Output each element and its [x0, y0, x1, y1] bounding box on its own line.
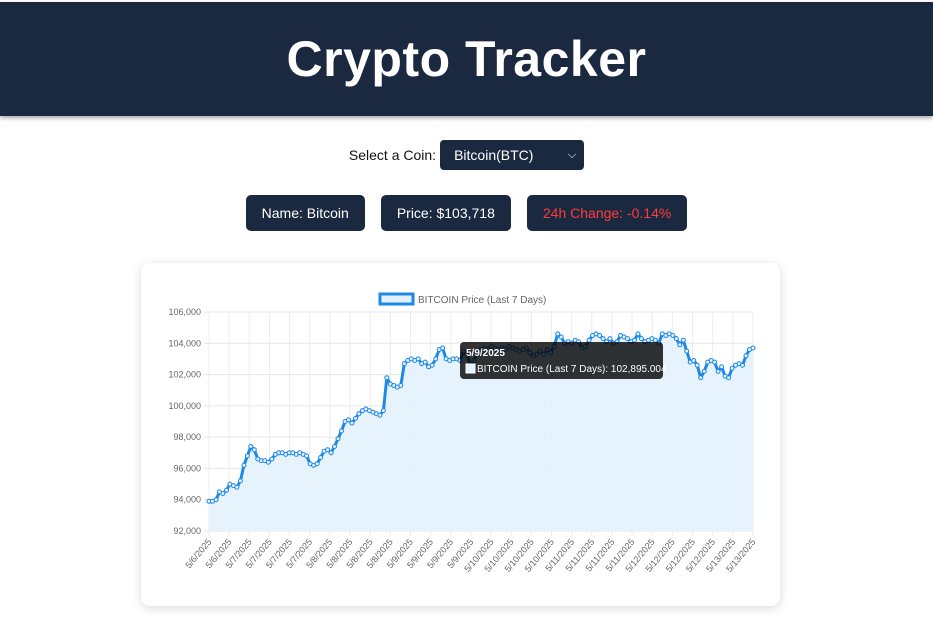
data-point[interactable]	[346, 417, 351, 423]
chart-legend[interactable]: BITCOIN Price (Last 7 Days)	[378, 292, 546, 306]
data-point[interactable]	[698, 375, 704, 381]
data-point[interactable]	[638, 336, 644, 342]
data-point[interactable]	[318, 455, 324, 460]
data-point[interactable]	[353, 415, 358, 421]
data-point[interactable]	[328, 450, 334, 456]
data-point[interactable]	[750, 345, 756, 351]
tooltip-bg	[460, 342, 663, 379]
data-point[interactable]	[740, 362, 745, 368]
data-point[interactable]	[265, 459, 271, 465]
data-point[interactable]	[248, 444, 254, 449]
data-point[interactable]	[635, 331, 641, 337]
name-stat: Name: Bitcoin	[245, 195, 365, 231]
data-point[interactable]	[377, 412, 383, 418]
top-strip	[0, 0, 933, 2]
app-header: Crypto Tracker	[0, 2, 933, 116]
data-point[interactable]	[715, 368, 721, 374]
data-point[interactable]	[339, 428, 344, 434]
data-point[interactable]	[356, 411, 362, 417]
data-point[interactable]	[701, 368, 707, 374]
data-point[interactable]	[677, 342, 683, 348]
data-point[interactable]	[652, 337, 658, 343]
data-point[interactable]	[743, 353, 749, 359]
legend-label: BITCOIN Price (Last 7 Days)	[418, 295, 546, 306]
y-tick-label: 100,000	[168, 401, 201, 411]
data-point[interactable]	[422, 359, 428, 365]
tooltip-title: 5/9/2025	[466, 348, 505, 359]
data-point[interactable]	[433, 356, 439, 362]
name-stat-text: Name: Bitcoin	[261, 205, 349, 221]
y-tick-label: 96,000	[173, 463, 201, 473]
y-tick-label: 92,000	[173, 526, 201, 536]
data-point[interactable]	[415, 356, 421, 362]
data-point[interactable]	[670, 333, 676, 338]
data-point[interactable]	[269, 456, 275, 462]
data-point[interactable]	[241, 462, 247, 468]
y-tick-label: 94,000	[173, 495, 201, 505]
data-point[interactable]	[213, 497, 219, 503]
data-point[interactable]	[712, 359, 718, 365]
data-point[interactable]	[726, 375, 732, 381]
stats-row: Name: Bitcoin Price: $103,718 24h Change…	[0, 195, 933, 231]
data-point[interactable]	[586, 337, 592, 343]
data-point[interactable]	[223, 487, 229, 493]
chevron-down-icon: ⌵	[567, 148, 577, 161]
data-point[interactable]	[314, 461, 320, 467]
data-point[interactable]	[597, 333, 603, 338]
y-axis: 92,000 94,000 96,000 98,000 100,000 102,000 10…	[168, 307, 201, 536]
data-point[interactable]	[332, 444, 337, 449]
x-axis: 5/6/20255/6/20255/7/20255/7/20255/7/2025…	[183, 537, 757, 574]
data-point[interactable]	[684, 348, 690, 354]
data-point[interactable]	[607, 336, 613, 342]
data-point[interactable]	[398, 383, 404, 388]
change-stat: 24h Change: -0.14%	[526, 195, 688, 231]
y-tick-label: 104,000	[168, 338, 201, 348]
price-chart: BITCOIN Price (Last 7 Days) 92,000 94,000…	[168, 292, 758, 574]
data-point[interactable]	[440, 345, 446, 351]
data-point[interactable]	[220, 491, 226, 496]
data-point[interactable]	[429, 362, 435, 368]
legend-swatch	[378, 292, 415, 306]
tooltip-swatch	[465, 363, 476, 374]
tooltip-body: BITCOIN Price (Last 7 Days): 102,895.004	[477, 364, 667, 375]
change-stat-text: 24h Change: -0.14%	[542, 205, 672, 221]
data-point[interactable]	[694, 362, 700, 368]
data-point[interactable]	[691, 358, 697, 363]
coin-select-label: Select a Coin:	[348, 147, 437, 163]
data-point[interactable]	[234, 484, 240, 490]
data-point[interactable]	[625, 336, 630, 342]
data-point[interactable]	[237, 478, 243, 484]
y-tick-label: 98,000	[173, 432, 201, 442]
data-point[interactable]	[729, 365, 735, 371]
data-point[interactable]	[680, 337, 686, 343]
data-point[interactable]	[325, 447, 331, 453]
y-tick-label: 102,000	[168, 370, 201, 380]
data-point[interactable]	[349, 420, 355, 426]
data-point[interactable]	[719, 364, 725, 370]
data-point[interactable]	[401, 361, 407, 367]
price-area	[209, 333, 753, 531]
data-point[interactable]	[600, 336, 606, 342]
y-tick-label: 106,000	[168, 307, 201, 317]
data-point[interactable]	[335, 436, 341, 442]
app-title: Crypto Tracker	[286, 31, 647, 87]
coin-selector: Select a Coin: Bitcoin(BTC) ⌵	[0, 140, 933, 170]
data-point[interactable]	[380, 408, 386, 414]
data-point[interactable]	[555, 331, 561, 337]
chart-card: BITCOIN Price (Last 7 Days) 92,000 94,000…	[141, 263, 780, 606]
chart-tooltip: 5/9/2025 BITCOIN Price (Last 7 Days): 10…	[460, 342, 667, 379]
price-stat-text: Price: $103,718	[396, 205, 495, 221]
coin-select-value: Bitcoin(BTC)	[454, 147, 534, 163]
data-point[interactable]	[631, 337, 637, 343]
data-point[interactable]	[251, 447, 257, 453]
data-point[interactable]	[558, 334, 564, 340]
data-point[interactable]	[244, 453, 250, 459]
data-point[interactable]	[673, 336, 679, 342]
price-stat: Price: $103,718	[380, 195, 511, 231]
data-point[interactable]	[304, 453, 310, 459]
coin-select[interactable]: Bitcoin(BTC) ⌵	[440, 140, 585, 170]
data-point[interactable]	[384, 375, 390, 381]
